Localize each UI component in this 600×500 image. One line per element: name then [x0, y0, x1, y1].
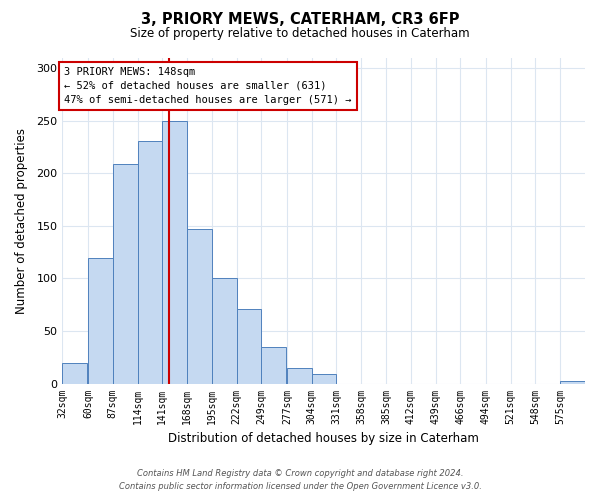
Bar	[236, 309, 262, 384]
Bar	[137, 140, 162, 384]
Text: Contains HM Land Registry data © Crown copyright and database right 2024.
Contai: Contains HM Land Registry data © Crown c…	[119, 470, 481, 491]
Bar	[560, 382, 585, 384]
Bar	[187, 229, 212, 384]
Text: 3 PRIORY MEWS: 148sqm
← 52% of detached houses are smaller (631)
47% of semi-det: 3 PRIORY MEWS: 148sqm ← 52% of detached …	[64, 67, 352, 105]
Bar	[212, 278, 236, 384]
Bar	[262, 346, 286, 384]
Bar	[62, 362, 87, 384]
Bar	[287, 368, 312, 384]
X-axis label: Distribution of detached houses by size in Caterham: Distribution of detached houses by size …	[168, 432, 479, 445]
Text: 3, PRIORY MEWS, CATERHAM, CR3 6FP: 3, PRIORY MEWS, CATERHAM, CR3 6FP	[141, 12, 459, 28]
Bar	[312, 374, 337, 384]
Bar	[113, 164, 137, 384]
Y-axis label: Number of detached properties: Number of detached properties	[15, 128, 28, 314]
Text: Size of property relative to detached houses in Caterham: Size of property relative to detached ho…	[130, 28, 470, 40]
Bar	[162, 120, 187, 384]
Bar	[88, 258, 113, 384]
